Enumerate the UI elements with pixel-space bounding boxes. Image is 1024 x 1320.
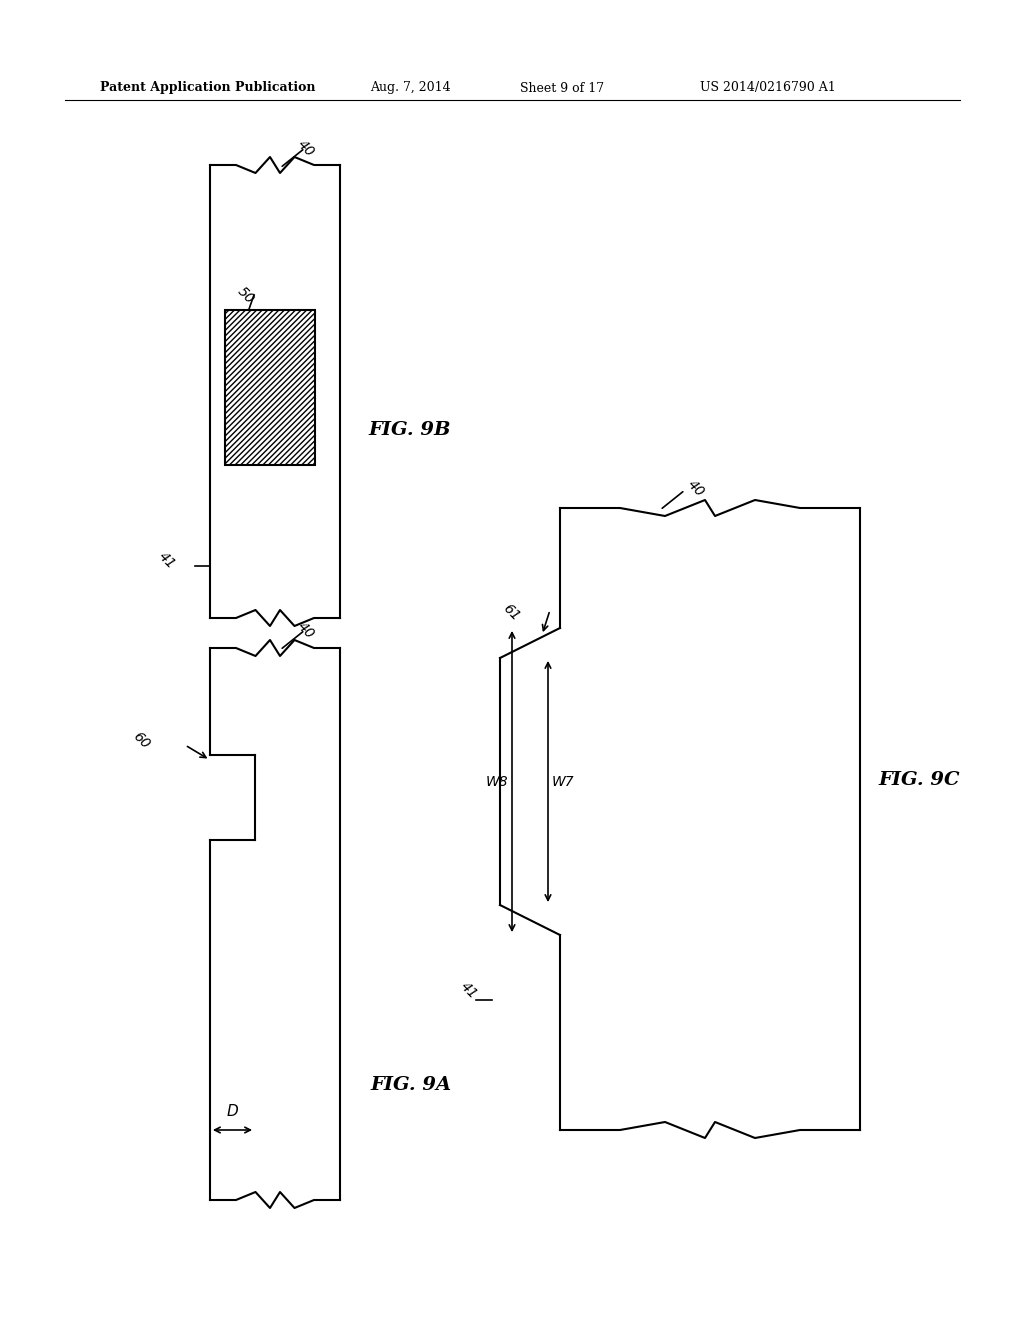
Text: Aug. 7, 2014: Aug. 7, 2014: [370, 82, 451, 95]
Text: 41: 41: [156, 549, 178, 572]
Text: FIG. 9A: FIG. 9A: [370, 1076, 452, 1094]
Text: 50: 50: [234, 284, 257, 306]
Text: W8: W8: [485, 775, 508, 788]
Text: 40: 40: [685, 477, 708, 499]
Text: D: D: [226, 1105, 239, 1119]
Text: W7: W7: [552, 775, 574, 788]
Text: 40: 40: [295, 619, 317, 642]
Text: FIG. 9C: FIG. 9C: [878, 771, 959, 789]
Text: Patent Application Publication: Patent Application Publication: [100, 82, 315, 95]
Text: FIG. 9B: FIG. 9B: [368, 421, 451, 440]
Text: 40: 40: [295, 137, 317, 160]
Text: 60: 60: [130, 729, 152, 751]
Text: 61: 61: [500, 601, 522, 623]
Text: US 2014/0216790 A1: US 2014/0216790 A1: [700, 82, 836, 95]
Text: Sheet 9 of 17: Sheet 9 of 17: [520, 82, 604, 95]
Text: 41: 41: [458, 978, 480, 1002]
Bar: [225, 310, 315, 465]
